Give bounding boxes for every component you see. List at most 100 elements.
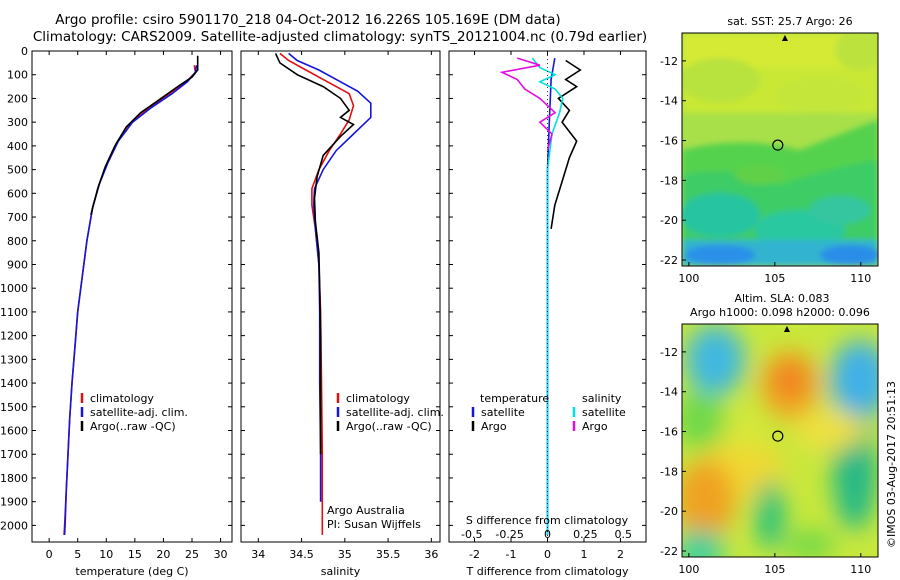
salinity-panel: 34 34.5 35 35.5 36 salinity climatologysatelli… xyxy=(240,50,444,578)
salinity-legend-label: climatology xyxy=(346,392,410,405)
sla-ytick-label: -12 xyxy=(660,346,678,359)
temperature-series-climatology xyxy=(63,65,197,535)
sst-xtick-label: 110 xyxy=(850,272,871,285)
difference-s-tick-label: -0.5 xyxy=(461,528,482,541)
temperature-ytick-label: 900 xyxy=(7,258,28,271)
imos-side-label: ©IMOS 03-Aug-2017 20:51:13 xyxy=(885,381,898,548)
temperature-ytick-label: 1600 xyxy=(0,425,28,438)
temperature-ytick-label: 400 xyxy=(7,140,28,153)
sla-map-subtitle: Argo h1000: 0.098 h2000: 0.096 xyxy=(690,306,870,319)
salinity-annotation-line1: Argo Australia xyxy=(327,504,405,517)
sst-xtick-label: 105 xyxy=(764,272,785,285)
temperature-ytick-label: 1400 xyxy=(0,377,28,390)
difference-temperature-legend-label: satellite xyxy=(481,406,525,419)
temperature-ytick-label: 1700 xyxy=(0,448,28,461)
difference-legend-title-salinity: salinity xyxy=(582,392,622,405)
temperature-axes-frame xyxy=(31,50,233,543)
difference-top-xlabel: S difference from climatology xyxy=(466,514,629,527)
temperature-xtick-label: 5 xyxy=(74,548,81,561)
sla-north-arrow-icon: ▲ xyxy=(784,324,791,333)
sst-xtick-label: 100 xyxy=(678,272,699,285)
difference-legend-title-temperature: temperature xyxy=(480,392,549,405)
difference-xtick-label: -1 xyxy=(506,548,517,561)
temperature-legend-label: satellite-adj. clim. xyxy=(90,406,188,419)
salinity-annotation-line2: PI: Susan Wijffels xyxy=(327,518,421,531)
temperature-xlabel: temperature (deg C) xyxy=(75,565,188,578)
temperature-legend-label: climatology xyxy=(90,392,154,405)
temperature-series-satellite-adj-clim- xyxy=(63,65,198,535)
temperature-series-argo-raw-qc- xyxy=(90,55,199,215)
header-title-line2: Climatology: CARS2009. Satellite-adjuste… xyxy=(33,29,647,45)
sst-map-panel: sat. SST: 25.7 Argo: 26 100 105 110- xyxy=(660,15,879,285)
temperature-panel: 0 5 10 15 20 25 30 temperature (deg C) 0 100 200 30… xyxy=(0,45,233,578)
difference-s-tick-label: 0 xyxy=(544,528,551,541)
temperature-ytick-label: 1500 xyxy=(0,401,28,414)
sla-ytick-label: -16 xyxy=(660,426,678,439)
temperature-ytick-label: 600 xyxy=(7,187,28,200)
temperature-ytick-label: 1900 xyxy=(0,496,28,509)
temperature-ytick-label: 0 xyxy=(21,45,28,58)
temperature-xtick-label: 15 xyxy=(128,548,142,561)
difference-panel: -2 -1 0 1 2 T difference from climatology -0.5… xyxy=(448,50,647,578)
temperature-ytick-label: 1800 xyxy=(0,472,28,485)
temperature-xtick-label: 20 xyxy=(156,548,170,561)
sst-north-arrow-icon: ▲ xyxy=(782,33,789,42)
salinity-xlabel: salinity xyxy=(321,565,361,578)
difference-series-t-argo xyxy=(550,59,582,230)
temperature-ytick-label: 1000 xyxy=(0,282,28,295)
difference-s-tick-label: 0.5 xyxy=(615,528,633,541)
difference-salinity-legend-label: Argo xyxy=(582,420,608,433)
salinity-series-argo-raw-qc- xyxy=(274,53,355,455)
difference-xlabel: T difference from climatology xyxy=(466,565,629,578)
sst-ytick-label: -14 xyxy=(660,95,678,108)
temperature-ytick-label: 2000 xyxy=(0,519,28,532)
difference-xtick-label: 1 xyxy=(580,548,587,561)
difference-salinity-legend-label: satellite xyxy=(582,406,626,419)
sla-map-title: Altim. SLA: 0.083 xyxy=(734,292,829,305)
salinity-xtick-label: 36 xyxy=(424,548,438,561)
temperature-xtick-label: 10 xyxy=(99,548,113,561)
sst-ytick-label: -18 xyxy=(660,174,678,187)
sst-argo-location-marker xyxy=(772,139,784,151)
difference-s-tick-label: 0.25 xyxy=(573,528,598,541)
temperature-ytick-label: 200 xyxy=(7,92,28,105)
header-title-line1: Argo profile: csiro 5901170_218 04-Oct-2… xyxy=(55,12,560,28)
difference-temperature-legend-label: Argo xyxy=(481,420,507,433)
salinity-xtick-label: 35 xyxy=(338,548,352,561)
salinity-legend-label: satellite-adj. clim. xyxy=(346,406,444,419)
sst-ytick-label: -20 xyxy=(660,214,678,227)
temperature-xtick-label: 30 xyxy=(214,548,228,561)
sla-argo-location-marker xyxy=(772,430,784,442)
sst-map-title: sat. SST: 25.7 Argo: 26 xyxy=(727,15,852,28)
sla-xtick-label: 110 xyxy=(850,563,871,576)
temperature-ytick-label: 1100 xyxy=(0,306,28,319)
sst-ytick-label: -22 xyxy=(660,254,678,267)
sla-xtick-label: 105 xyxy=(764,563,785,576)
sst-ytick-label: -16 xyxy=(660,135,678,148)
temperature-ytick-label: 500 xyxy=(7,164,28,177)
difference-series-s-satellite xyxy=(531,57,564,535)
difference-xtick-label: 2 xyxy=(617,548,624,561)
salinity-axes-frame xyxy=(240,50,441,543)
difference-series-s-argo xyxy=(499,57,557,151)
temperature-ytick-label: 100 xyxy=(7,69,28,82)
sla-ytick-label: -14 xyxy=(660,386,678,399)
temperature-ytick-label: 300 xyxy=(7,116,28,129)
temperature-ytick-label: 800 xyxy=(7,235,28,248)
temperature-xtick-label: 25 xyxy=(185,548,199,561)
sla-xtick-label: 100 xyxy=(678,563,699,576)
sla-ytick-label: -22 xyxy=(660,545,678,558)
sla-map-axes: 100 105 110 -12 -14 -16 -18 -20 -22 xyxy=(660,346,871,576)
sst-map-axes: 100 105 110 -12 -14 -16 -18 -20 -22 xyxy=(660,55,871,285)
salinity-xtick-label: 34 xyxy=(251,548,265,561)
sla-map-panel: Altim. SLA: 0.083 Argo h1000: 0.098 h200… xyxy=(660,292,879,576)
salinity-series-climatology xyxy=(279,52,355,535)
salinity-xtick-label: 34.5 xyxy=(289,548,314,561)
sla-ytick-label: -18 xyxy=(660,465,678,478)
temperature-xtick-label: 0 xyxy=(46,548,53,561)
salinity-series-satellite-adj-clim- xyxy=(288,52,372,502)
temperature-legend-label: Argo(..raw -QC) xyxy=(90,420,176,433)
salinity-legend-label: Argo(..raw -QC) xyxy=(346,420,432,433)
difference-xtick-label: 0 xyxy=(544,548,551,561)
